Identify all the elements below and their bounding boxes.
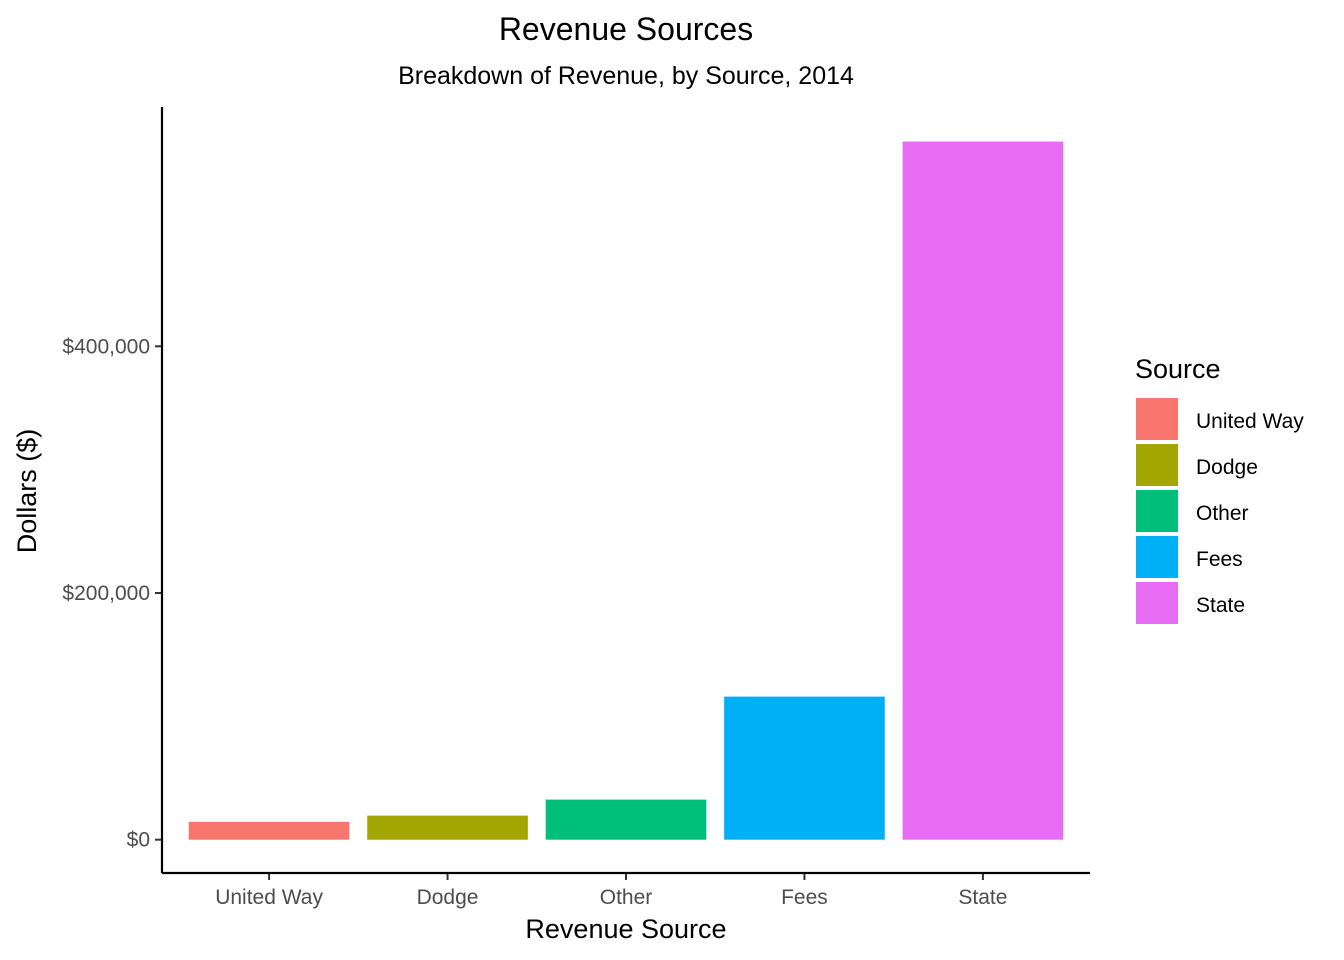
x-tick-label: Dodge — [417, 886, 479, 909]
bar-united-way — [188, 821, 350, 840]
legend-label: Dodge — [1196, 456, 1258, 479]
y-tick-label: $0 — [127, 829, 150, 852]
bar-other — [545, 799, 707, 840]
chart-subtitle: Breakdown of Revenue, by Source, 2014 — [398, 62, 854, 90]
legend-key-dodge — [1134, 442, 1180, 488]
y-tick-label: $400,000 — [62, 335, 150, 358]
legend-title: Source — [1135, 354, 1221, 384]
x-axis-ticks: United Way Dodge Other Fees State — [215, 873, 1007, 909]
legend: Source United Way Dodge Other Fees State — [1134, 354, 1304, 626]
legend-label: Fees — [1196, 548, 1243, 571]
x-tick-label: Fees — [781, 886, 828, 909]
bar-dodge — [367, 815, 528, 840]
y-axis-title: Dollars ($) — [12, 429, 42, 554]
x-tick-label: United Way — [215, 886, 323, 909]
legend-label: State — [1196, 594, 1245, 617]
x-axis-title: Revenue Source — [525, 914, 726, 944]
bar-fees — [724, 696, 885, 840]
y-axis-ticks: $0 $200,000 $400,000 — [62, 335, 162, 852]
legend-label: United Way — [1196, 410, 1304, 433]
legend-key-fees — [1134, 534, 1180, 580]
legend-key-other — [1134, 488, 1180, 534]
x-tick-label: State — [958, 886, 1007, 909]
bar-state — [902, 141, 1064, 840]
legend-label: Other — [1196, 502, 1249, 525]
legend-key-state — [1134, 580, 1180, 626]
bars-group — [188, 141, 1064, 840]
y-tick-label: $200,000 — [62, 582, 150, 605]
chart-title: Revenue Sources — [499, 11, 753, 47]
x-tick-label: Other — [600, 886, 653, 909]
legend-items: United Way Dodge Other Fees State — [1134, 396, 1304, 626]
legend-key-united-way — [1134, 396, 1180, 442]
